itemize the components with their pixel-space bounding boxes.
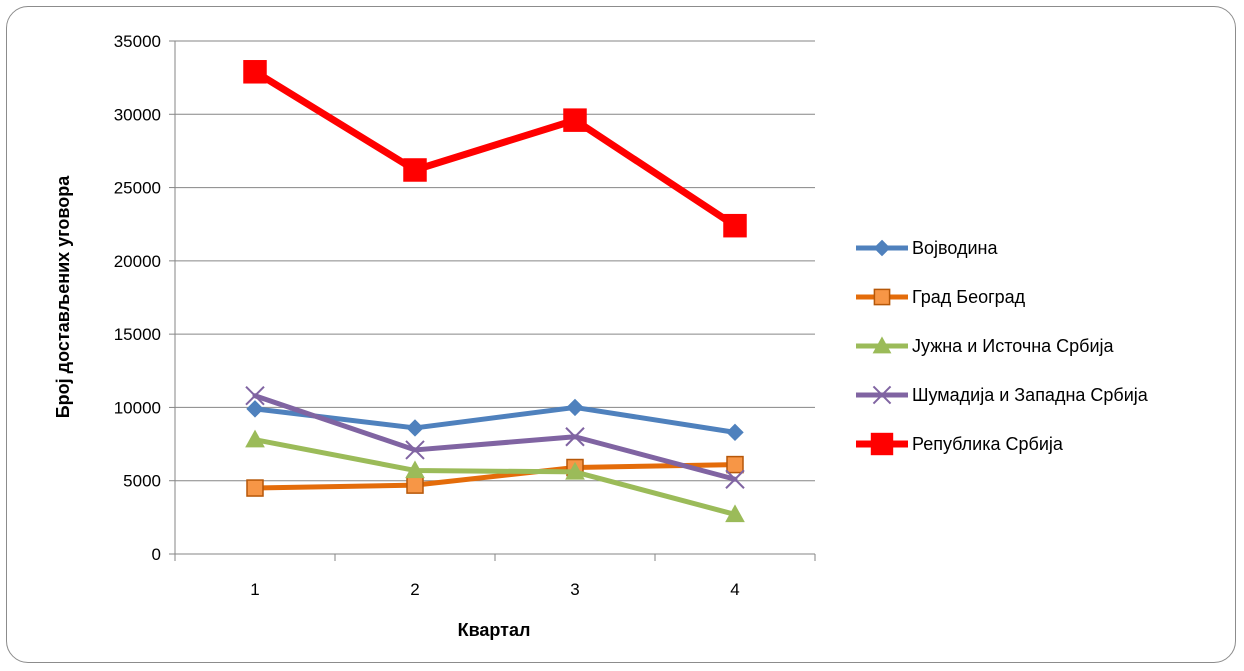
x-tick-label: 2 <box>410 580 419 599</box>
data-point <box>406 476 424 494</box>
legend-item: Град Београд <box>856 287 1026 307</box>
data-point <box>566 398 584 417</box>
series-4 <box>245 385 745 489</box>
legend-item: Шумадија и Западна Србија <box>856 385 1149 405</box>
series-line <box>252 437 738 517</box>
data-point <box>403 158 427 182</box>
x-tick-label: 3 <box>570 580 579 599</box>
series-5 <box>243 60 747 238</box>
marker-stroke <box>872 385 892 405</box>
legend-marker <box>872 385 892 405</box>
marker-stroke <box>245 385 265 406</box>
data-point <box>243 60 267 84</box>
data-point <box>405 440 425 460</box>
y-tick-label: 25000 <box>114 179 161 198</box>
data-point <box>405 460 425 479</box>
x-axis-title: Квартал <box>458 620 531 640</box>
data-point <box>245 385 265 406</box>
y-tick-label: 10000 <box>114 398 161 417</box>
legend-label: Република Србија <box>912 434 1064 454</box>
data-point <box>723 213 747 238</box>
legend-marker <box>873 239 891 257</box>
legend-marker <box>870 432 894 456</box>
y-tick-label: 15000 <box>114 325 161 344</box>
legend-label: Војводина <box>912 238 998 258</box>
data-point <box>565 461 585 480</box>
y-tick-label: 20000 <box>114 252 161 271</box>
data-point <box>245 429 265 448</box>
legend-label: Град Београд <box>912 287 1026 307</box>
legend-item: Војводина <box>856 238 998 258</box>
data-point <box>406 419 424 437</box>
legend-label: Шумадија и Западна Србија <box>912 385 1149 405</box>
legend-item: Јужна и Источна Србија <box>856 336 1115 356</box>
data-point <box>563 108 587 132</box>
series-group <box>243 60 747 523</box>
marker-stroke <box>405 440 425 460</box>
legend-marker <box>872 336 892 354</box>
data-point <box>726 423 744 442</box>
axes <box>169 40 816 561</box>
data-point <box>246 400 264 418</box>
series-1 <box>246 398 744 442</box>
y-tick-label: 0 <box>152 545 161 564</box>
y-tick-label: 30000 <box>114 105 161 124</box>
marker-stroke <box>565 427 585 447</box>
data-point <box>726 455 744 474</box>
y-axis-ticks: 0 5000 10000 15000 20000 25000 30000 35000 <box>114 32 161 564</box>
legend-marker <box>873 288 891 306</box>
legend-label: Јужна и Источна Србија <box>912 336 1115 356</box>
x-axis-ticks: 1 2 3 4 <box>250 580 739 599</box>
gridlines <box>175 40 815 482</box>
data-point <box>725 469 745 489</box>
data-point <box>246 479 264 497</box>
x-tick-label: 4 <box>730 580 739 599</box>
y-tick-label: 5000 <box>123 472 161 491</box>
series-line <box>252 462 738 491</box>
x-tick-label: 1 <box>250 580 259 599</box>
y-tick-label: 35000 <box>114 32 161 51</box>
series-line <box>251 68 739 230</box>
series-3 <box>245 429 745 523</box>
data-point <box>725 504 745 523</box>
series-line <box>252 393 738 482</box>
series-2 <box>246 455 744 497</box>
y-axis-title: Број достављених уговора <box>53 175 73 418</box>
legend: Војводина Град Београд Јужна и Источна Срб… <box>856 238 1149 456</box>
marker-stroke <box>725 469 745 489</box>
data-point <box>565 427 585 447</box>
legend-item: Република Србија <box>856 432 1064 456</box>
series-line <box>252 404 738 435</box>
